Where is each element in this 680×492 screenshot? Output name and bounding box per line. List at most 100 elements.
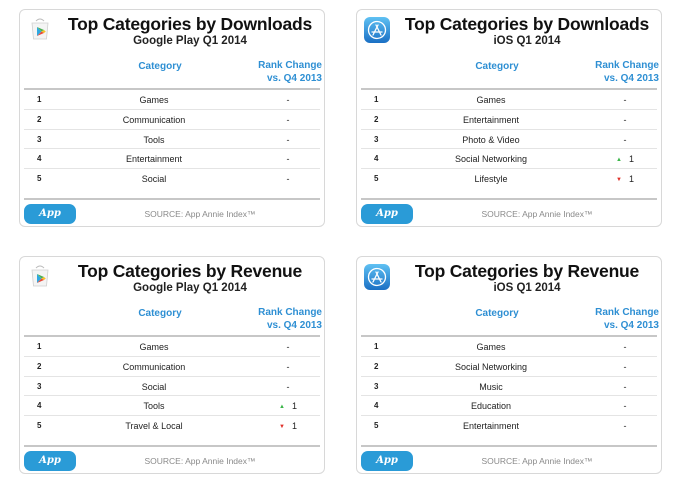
category-name: Education [470, 401, 512, 412]
rank-change: - [623, 421, 627, 432]
category-name: Music [479, 381, 503, 392]
rank-change: - [623, 381, 627, 392]
rank-change: - [623, 361, 627, 372]
category-name: Entertainment [125, 154, 183, 165]
table-row: 3 Music - [361, 377, 657, 397]
table-bottom-rule [361, 445, 657, 447]
category-name: Tools [143, 134, 165, 145]
ranking-table: 1 Games - 2 Communication - 3 Tools - 4 … [24, 90, 320, 189]
rank-number: 3 [37, 381, 42, 391]
table-top-rule [361, 88, 657, 90]
rank-number: 2 [37, 361, 42, 371]
category-column-header: Category [475, 61, 519, 72]
source-note: SOURCE: App Annie Index™ [144, 456, 256, 466]
downloads-google-play-card: Top Categories by Downloads Google Play … [19, 9, 325, 239]
rank-number: 1 [37, 342, 42, 351]
category-name: Games [139, 95, 169, 105]
card-subtitle: Google Play Q1 2014 [133, 282, 247, 294]
category-name: Lifestyle [474, 174, 508, 185]
rank-change-column-header: Rank Change vs. Q4 2013 [595, 307, 659, 331]
rank-change: - [286, 361, 290, 372]
category-name: Games [476, 342, 506, 352]
ranking-table: 1 Games - 2 Social Networking - 3 Music … [361, 337, 657, 436]
category-name: Photo & Video [462, 134, 520, 145]
rank-change: - [623, 114, 627, 125]
down-arrow-icon: ▼ [279, 424, 285, 431]
table-row: 1 Games - [24, 90, 320, 110]
category-name: Tools [143, 401, 165, 412]
table-bottom-rule [24, 198, 320, 200]
rank-change: - [286, 154, 290, 165]
category-name: Travel & Local [125, 421, 183, 432]
up-arrow-icon: ▲ [616, 157, 622, 164]
card-title: Top Categories by Revenue [414, 261, 640, 281]
category-name: Games [139, 342, 169, 352]
source-note: SOURCE: App Annie Index™ [481, 456, 593, 466]
table-row: 1 Games - [361, 337, 657, 357]
category-name: Communication [122, 361, 186, 372]
rank-change: - [623, 342, 627, 352]
table-row: 4 Social Networking ▲ 1 [361, 149, 657, 170]
rank-change-column-header: Rank Change vs. Q4 2013 [258, 307, 322, 331]
rank-number: 2 [374, 361, 379, 371]
table-top-rule [24, 88, 320, 90]
rank-change: - [623, 95, 627, 105]
category-column-header: Category [475, 308, 519, 319]
category-name: Social [141, 174, 167, 185]
app-store-logo [363, 16, 391, 44]
table-bottom-rule [24, 445, 320, 447]
category-name: Entertainment [462, 421, 520, 432]
table-row: 5 Entertainment - [361, 416, 657, 436]
table-row: 2 Communication - [24, 110, 320, 130]
table-row: 5 Travel & Local ▼ 1 [24, 416, 320, 436]
app-annie-logo: App Annie [24, 451, 76, 486]
rank-number: 3 [374, 134, 379, 144]
category-name: Social Networking [454, 154, 528, 165]
rank-change: ▼ 1 [616, 174, 634, 185]
rank-number: 5 [374, 174, 379, 184]
table-row: 4 Education - [361, 396, 657, 417]
source-note: SOURCE: App Annie Index™ [144, 209, 256, 219]
rank-change-column-header: Rank Change vs. Q4 2013 [595, 60, 659, 84]
category-name: Social [141, 381, 167, 392]
google-play-logo [26, 263, 54, 291]
source-note: SOURCE: App Annie Index™ [481, 209, 593, 219]
table-top-rule [361, 335, 657, 337]
rank-number: 3 [374, 381, 379, 391]
rank-change: - [286, 114, 290, 125]
table-row: 1 Games - [24, 337, 320, 357]
ranking-table: 1 Games - 2 Entertainment - 3 Photo & Vi… [361, 90, 657, 189]
app-annie-logo: App Annie [361, 451, 413, 486]
table-row: 4 Tools ▲ 1 [24, 396, 320, 417]
table-top-rule [24, 335, 320, 337]
rank-change: ▲ 1 [616, 154, 634, 165]
rank-change-column-header: Rank Change vs. Q4 2013 [258, 60, 322, 84]
rank-number: 4 [37, 154, 42, 164]
table-row: 1 Games - [361, 90, 657, 110]
rank-change: - [286, 174, 290, 185]
rank-number: 2 [374, 114, 379, 124]
category-name: Games [476, 95, 506, 105]
category-name: Communication [122, 114, 186, 125]
table-row: 3 Social - [24, 377, 320, 397]
table-row: 2 Social Networking - [361, 357, 657, 377]
card-title: Top Categories by Revenue [77, 261, 303, 281]
card-title: Top Categories by Downloads [404, 14, 650, 34]
google-play-logo [26, 16, 54, 44]
rank-number: 1 [374, 95, 379, 104]
category-name: Entertainment [462, 114, 520, 125]
category-name: Social Networking [454, 361, 528, 372]
revenue-google-play-card: Top Categories by Revenue Google Play Q1… [19, 256, 325, 486]
table-bottom-rule [361, 198, 657, 200]
ranking-table: 1 Games - 2 Communication - 3 Social - 4… [24, 337, 320, 436]
card-subtitle: iOS Q1 2014 [493, 35, 561, 47]
card-title: Top Categories by Downloads [67, 14, 313, 34]
rank-change: - [286, 342, 290, 352]
rank-number: 4 [374, 401, 379, 411]
rank-change: - [286, 381, 290, 392]
table-row: 3 Tools - [24, 130, 320, 150]
table-row: 3 Photo & Video - [361, 130, 657, 150]
rank-number: 5 [37, 421, 42, 431]
card-subtitle: iOS Q1 2014 [493, 282, 561, 294]
table-row: 2 Communication - [24, 357, 320, 377]
